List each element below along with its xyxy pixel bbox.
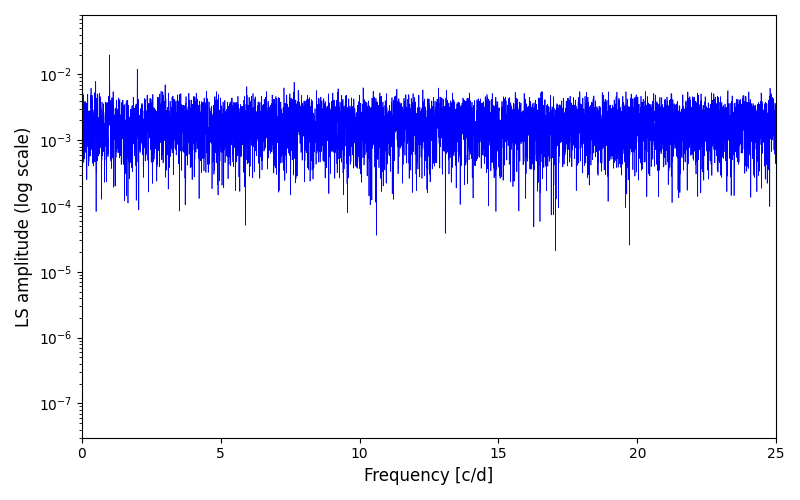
X-axis label: Frequency [c/d]: Frequency [c/d] (364, 467, 494, 485)
Y-axis label: LS amplitude (log scale): LS amplitude (log scale) (15, 126, 33, 326)
